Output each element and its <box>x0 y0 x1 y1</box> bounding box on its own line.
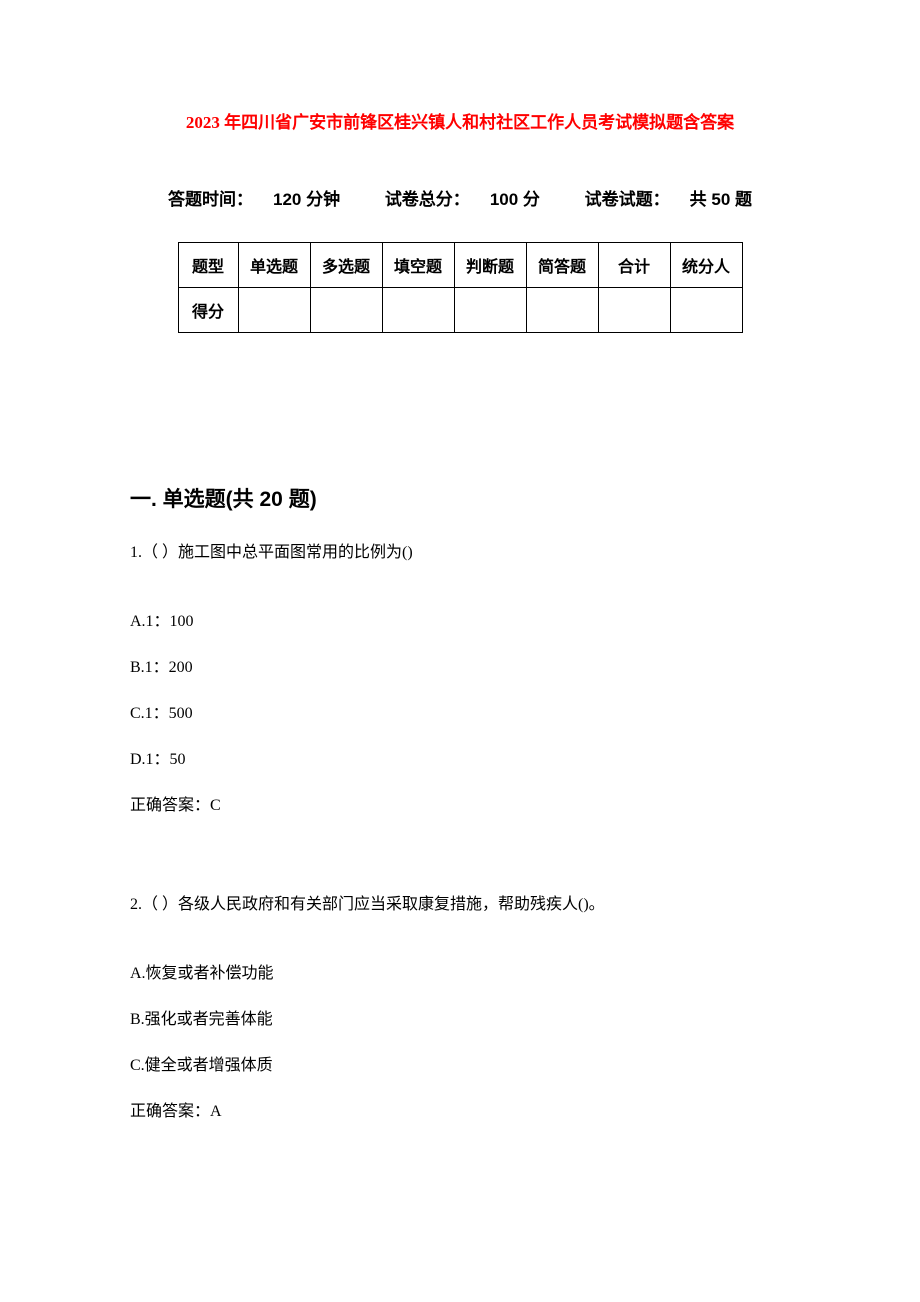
table-empty-cell <box>670 288 742 333</box>
question-text: 1.（ ）施工图中总平面图常用的比例为() <box>130 541 790 565</box>
score-label: 试卷总分：100 分 <box>375 190 550 209</box>
table-header-cell: 判断题 <box>454 243 526 288</box>
question-block-1: 1.（ ）施工图中总平面图常用的比例为() A.1：100 B.1：200 C.… <box>130 541 790 815</box>
section-heading: 一. 单选题(共 20 题) <box>130 483 790 513</box>
correct-answer: 正确答案：C <box>130 791 790 815</box>
option-a: A.1：100 <box>130 607 790 631</box>
option-b: B.1：200 <box>130 653 790 677</box>
option-c: C.1：500 <box>130 699 790 723</box>
table-empty-cell <box>598 288 670 333</box>
count-label: 试卷试题：共 50 题 <box>575 190 762 209</box>
table-header-cell: 题型 <box>178 243 238 288</box>
option-a: A.恢复或者补偿功能 <box>130 959 790 983</box>
table-header-cell: 多选题 <box>310 243 382 288</box>
table-empty-cell <box>526 288 598 333</box>
table-score-row: 得分 <box>178 288 742 333</box>
table-empty-cell <box>238 288 310 333</box>
table-header-cell: 简答题 <box>526 243 598 288</box>
question-text: 2.（ ）各级人民政府和有关部门应当采取康复措施，帮助残疾人()。 <box>130 893 790 917</box>
table-empty-cell <box>310 288 382 333</box>
table-header-cell: 合计 <box>598 243 670 288</box>
table-header-cell: 单选题 <box>238 243 310 288</box>
option-d: D.1：50 <box>130 745 790 769</box>
option-b: B.强化或者完善体能 <box>130 1005 790 1029</box>
table-header-cell: 填空题 <box>382 243 454 288</box>
exam-info-line: 答题时间：120 分钟 试卷总分：100 分 试卷试题：共 50 题 <box>130 185 790 210</box>
question-block-2: 2.（ ）各级人民政府和有关部门应当采取康复措施，帮助残疾人()。 A.恢复或者… <box>130 893 790 1121</box>
correct-answer: 正确答案：A <box>130 1097 790 1121</box>
document-title: 2023 年四川省广安市前锋区桂兴镇人和村社区工作人员考试模拟题含答案 <box>130 108 790 133</box>
option-c: C.健全或者增强体质 <box>130 1051 790 1075</box>
table-row-label: 得分 <box>178 288 238 333</box>
table-empty-cell <box>382 288 454 333</box>
table-header-row: 题型 单选题 多选题 填空题 判断题 简答题 合计 统分人 <box>178 243 742 288</box>
time-label: 答题时间：120 分钟 <box>158 190 350 209</box>
score-table: 题型 单选题 多选题 填空题 判断题 简答题 合计 统分人 得分 <box>178 242 743 333</box>
table-header-cell: 统分人 <box>670 243 742 288</box>
table-empty-cell <box>454 288 526 333</box>
